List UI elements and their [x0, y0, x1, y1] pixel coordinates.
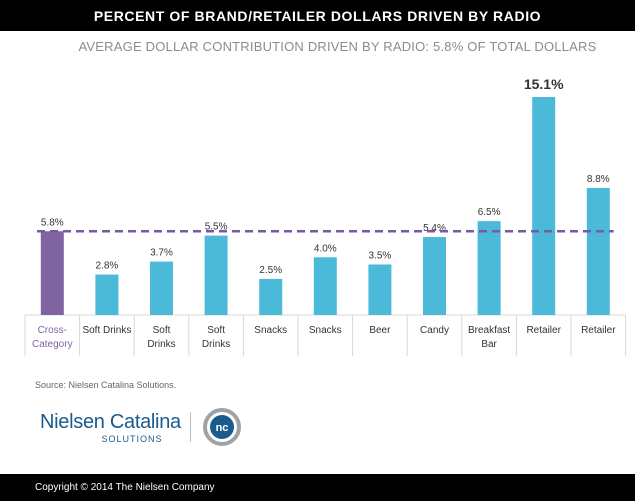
bar [204, 235, 228, 315]
category-label: Drinks [202, 339, 230, 350]
chart-title-bar: PERCENT OF BRAND/RETAILER DOLLARS DRIVEN… [0, 0, 635, 31]
nc-logo-icon: nc [203, 408, 241, 446]
data-label: 8.8% [587, 174, 610, 185]
data-label: 4.0% [314, 243, 337, 254]
category-label: Snacks [254, 325, 287, 336]
data-label: 5.8% [41, 217, 64, 228]
category-label: Candy [420, 325, 449, 336]
data-label: 5.4% [423, 223, 446, 234]
data-label: 2.8% [96, 261, 119, 272]
data-label: 2.5% [259, 265, 282, 276]
data-label: 6.5% [478, 207, 501, 218]
category-label: Drinks [147, 339, 175, 350]
nielsen-catalina-logo-wordmark: Nielsen Catalina [40, 411, 181, 434]
bar [150, 261, 173, 315]
logo-mark-text: nc [216, 422, 229, 434]
logo-wordmark-text: Nielsen Catalina [40, 411, 181, 433]
bar [477, 221, 501, 315]
logo-divider [190, 412, 191, 442]
bar [313, 257, 337, 315]
category-label: Cross- [38, 325, 67, 336]
bar [368, 264, 392, 315]
logo-solutions-text: SOLUTIONS [101, 434, 163, 444]
bar [586, 187, 610, 315]
data-label: 5.5% [205, 222, 228, 233]
category-label: Soft Drinks [82, 325, 131, 336]
data-label: 3.5% [369, 250, 392, 261]
category-label: Snacks [309, 325, 342, 336]
chart-title: PERCENT OF BRAND/RETAILER DOLLARS DRIVEN… [93, 7, 542, 24]
data-label: 15.1% [524, 76, 564, 92]
bar [40, 231, 64, 315]
category-label: Retailer [526, 325, 561, 336]
category-label: Beer [369, 325, 391, 336]
copyright-bar: Copyright © 2014 The Nielsen Company [0, 474, 635, 501]
bar [259, 278, 283, 315]
chart-subtitle: AVERAGE DOLLAR CONTRIBUTION DRIVEN BY RA… [78, 39, 597, 54]
category-label: Bar [481, 339, 497, 350]
bar [95, 274, 119, 315]
source-note: Source: Nielsen Catalina Solutions. [35, 380, 177, 390]
category-label: Soft [207, 325, 225, 336]
copyright-text: Copyright © 2014 The Nielsen Company [35, 482, 215, 493]
bar-chart: 5.8% Cross- Category 2.8% Soft Drinks 3.7% Sof… [24, 76, 627, 356]
category-label: Retailer [581, 325, 616, 336]
category-label: Breakfast [468, 325, 510, 336]
category-label: Soft [153, 325, 171, 336]
bar [532, 97, 556, 315]
bar [423, 237, 446, 315]
category-label: Category [32, 339, 73, 350]
data-label: 3.7% [150, 248, 173, 259]
